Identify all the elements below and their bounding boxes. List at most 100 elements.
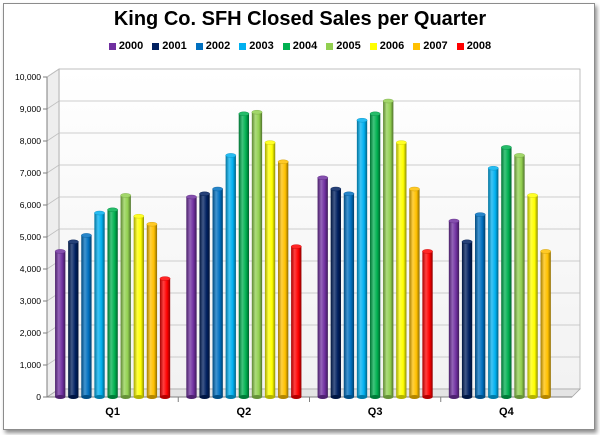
- bar-top: [133, 213, 145, 219]
- bar-2000-Q4: [448, 221, 460, 397]
- y-tick-label: 10,000: [15, 72, 41, 82]
- bar-base: [212, 395, 223, 399]
- bar-base: [330, 395, 341, 399]
- y-tick-label: 2,000: [20, 328, 42, 338]
- bar-2004-Q1: [107, 209, 118, 397]
- bar-base: [461, 395, 473, 399]
- bar-base: [159, 395, 171, 399]
- bar-top: [238, 111, 250, 117]
- legend-label: 2007: [423, 40, 448, 52]
- legend-swatch: [326, 42, 334, 50]
- bar-2005-Q1: [120, 195, 131, 397]
- bar-base: [488, 395, 499, 399]
- x-tick-label-Q1: Q1: [105, 406, 120, 418]
- bar-base: [133, 395, 144, 399]
- legend-swatch: [282, 42, 290, 50]
- bar-2000-Q1: [55, 251, 66, 397]
- y-tick-label: 4,000: [20, 264, 42, 274]
- legend-swatch: [456, 42, 464, 50]
- bar-base: [291, 395, 302, 399]
- bar-2006-Q1: [133, 216, 144, 397]
- bar-top: [474, 212, 486, 217]
- bar-base: [107, 395, 118, 399]
- bar-top: [317, 175, 329, 181]
- bar-2001-Q4: [461, 241, 473, 397]
- bar-base: [238, 395, 250, 399]
- bar-2003-Q1: [94, 213, 105, 397]
- bar-top: [514, 153, 525, 158]
- bar-top: [369, 111, 381, 117]
- legend-item-2005: 2005: [326, 40, 361, 52]
- bar-base: [146, 395, 158, 399]
- bar-top: [159, 276, 171, 281]
- bar-2004-Q4: [501, 147, 512, 397]
- bar-top: [527, 193, 538, 198]
- bar-2003-Q2: [225, 155, 236, 397]
- bar-2005-Q2: [251, 112, 263, 397]
- bar-top: [540, 249, 552, 254]
- bar-base: [422, 395, 433, 399]
- legend-item-2001: 2001: [152, 40, 187, 52]
- legend-swatch: [239, 42, 247, 50]
- legend-label: 2003: [249, 40, 274, 52]
- legend-swatch: [195, 42, 203, 50]
- bar-2002-Q1: [81, 235, 92, 397]
- bar-top: [81, 233, 92, 238]
- bar-2003-Q3: [356, 120, 368, 397]
- bar-base: [540, 395, 551, 399]
- bar-base: [55, 395, 66, 399]
- bar-top: [251, 109, 263, 115]
- y-tick-label: 7,000: [20, 168, 42, 178]
- y-tick-label: 5,000: [20, 232, 42, 242]
- bar-top: [146, 221, 158, 227]
- bar-2002-Q3: [343, 193, 355, 397]
- bar-base: [199, 395, 210, 399]
- bar-top: [487, 165, 499, 171]
- bar-top: [277, 159, 289, 165]
- bar-2008-Q3: [422, 251, 433, 397]
- bar-base: [343, 395, 355, 399]
- y-tick-label: 1,000: [20, 360, 42, 370]
- legend-item-2006: 2006: [369, 40, 404, 52]
- bar-top: [290, 244, 302, 249]
- bar-2006-Q3: [396, 142, 407, 397]
- legend-label: 2008: [466, 40, 492, 52]
- bar-2007-Q4: [540, 251, 551, 397]
- bar-base: [186, 395, 197, 399]
- legend-swatch: [152, 42, 160, 50]
- bar-top: [448, 218, 460, 224]
- bar-2005-Q3: [383, 101, 394, 397]
- bar-base: [369, 395, 381, 399]
- x-tick-label-Q4: Q4: [499, 406, 515, 418]
- bar-top: [395, 140, 407, 145]
- bar-2007-Q2: [278, 161, 289, 397]
- bar-base: [409, 395, 420, 399]
- bar-base: [94, 395, 105, 399]
- legend-item-2000: 2000: [108, 40, 143, 52]
- y-tick-label: 6,000: [20, 200, 42, 210]
- bar-2001-Q2: [199, 193, 210, 397]
- gridline: [46, 100, 580, 110]
- bar-base: [448, 395, 460, 399]
- bar-2001-Q1: [68, 241, 79, 397]
- bar-top: [67, 239, 79, 245]
- bar-2002-Q4: [475, 214, 486, 397]
- bar-2001-Q3: [330, 189, 341, 397]
- bar-2007-Q3: [409, 189, 420, 397]
- bar-2000-Q2: [186, 197, 197, 397]
- bar-top: [382, 98, 394, 104]
- bar-base: [514, 395, 525, 399]
- bar-top: [330, 186, 342, 192]
- bar-base: [527, 395, 538, 399]
- legend-swatch: [108, 42, 116, 50]
- legend-item-2002: 2002: [195, 40, 230, 52]
- bar-2000-Q3: [317, 177, 328, 397]
- bar-top: [422, 249, 433, 254]
- bar-top: [409, 186, 420, 192]
- bar-base: [475, 395, 486, 399]
- x-tick-label-Q2: Q2: [237, 406, 252, 418]
- chart-title: King Co. SFH Closed Sales per Quarter: [113, 8, 487, 30]
- y-tick-label: 0: [36, 392, 41, 402]
- bar-top: [356, 117, 368, 123]
- bar-top: [225, 153, 237, 158]
